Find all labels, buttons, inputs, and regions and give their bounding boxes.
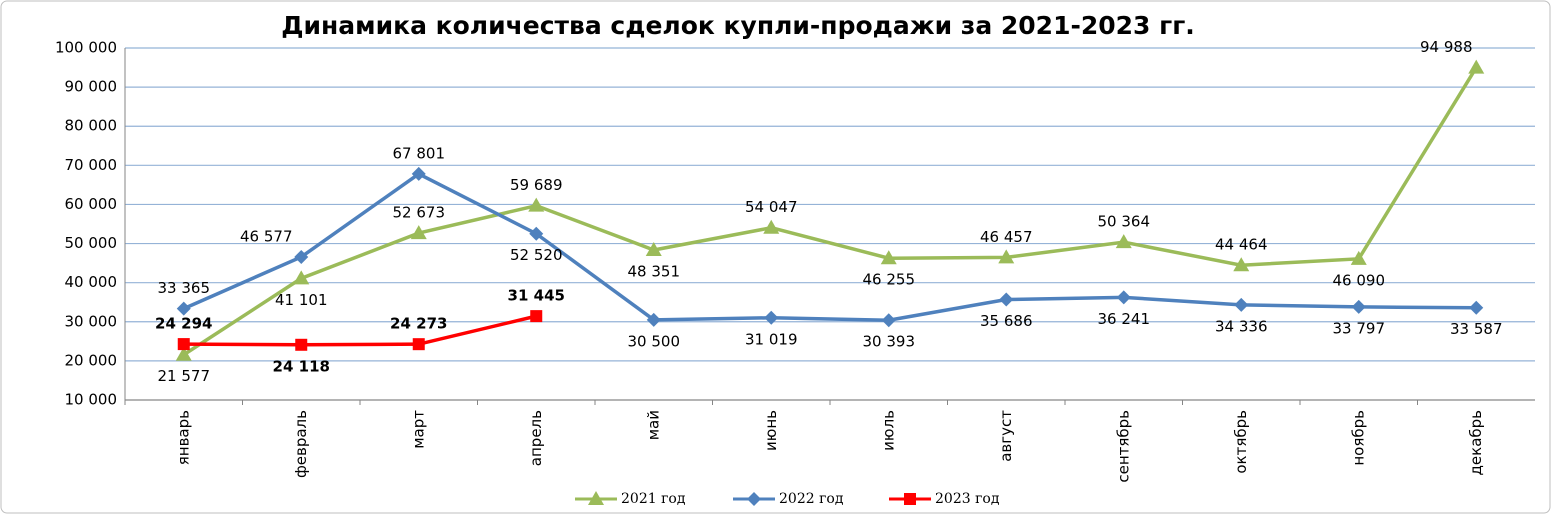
- marker: [880, 250, 897, 265]
- data-label: 24 118: [273, 357, 330, 375]
- data-label: 35 686: [980, 312, 1033, 330]
- marker: [410, 225, 427, 240]
- marker: [904, 493, 916, 505]
- data-label: 41 101: [275, 291, 328, 309]
- data-label: 36 241: [1098, 310, 1151, 328]
- chart-title: Динамика количества сделок купли-продажи…: [281, 11, 1195, 40]
- data-label: 46 457: [980, 228, 1033, 246]
- data-label: 46 255: [863, 271, 916, 289]
- data-label: 33 797: [1333, 319, 1386, 337]
- data-label: 52 520: [510, 246, 563, 264]
- data-label: 30 500: [628, 332, 681, 350]
- marker: [177, 338, 190, 351]
- legend-label: 2021 год: [621, 491, 686, 507]
- marker: [1350, 250, 1367, 265]
- series-line: [183, 171, 1477, 322]
- x-tick-label: июль: [879, 410, 897, 451]
- y-tick-label: 40 000: [65, 273, 118, 291]
- y-tick-label: 10 000: [65, 391, 118, 409]
- data-label: 94 988: [1420, 38, 1473, 56]
- y-tick-label: 60 000: [65, 195, 118, 213]
- marker: [1116, 290, 1131, 305]
- marker: [1469, 300, 1484, 315]
- x-tick-label: август: [997, 410, 1015, 462]
- x-tick-label: май: [644, 410, 662, 440]
- marker: [412, 338, 425, 351]
- marker: [528, 197, 545, 212]
- y-tick-label: 100 000: [55, 39, 117, 57]
- marker: [588, 491, 604, 505]
- y-tick-label: 30 000: [65, 312, 118, 330]
- marker: [747, 492, 761, 506]
- data-label: 48 351: [628, 263, 681, 281]
- x-tick-label: январь: [174, 410, 192, 465]
- marker: [1234, 297, 1249, 312]
- marker: [529, 226, 544, 241]
- y-tick-label: 90 000: [65, 78, 118, 96]
- marker: [646, 312, 661, 327]
- x-tick-label: октябрь: [1232, 410, 1250, 474]
- data-label: 30 393: [863, 333, 916, 351]
- marker: [999, 292, 1014, 307]
- data-label: 46 577: [240, 227, 293, 245]
- data-label: 46 090: [1333, 271, 1386, 289]
- data-label: 52 673: [393, 204, 446, 222]
- data-label: 31 019: [745, 330, 798, 348]
- x-tick-label: сентябрь: [1114, 410, 1132, 483]
- legend-label: 2022 год: [779, 491, 844, 507]
- marker: [175, 346, 192, 361]
- data-label: 34 336: [1215, 317, 1268, 335]
- data-label: 54 047: [745, 198, 798, 216]
- marker: [294, 249, 309, 264]
- marker: [295, 338, 308, 351]
- marker: [293, 270, 310, 285]
- series-line: [183, 314, 537, 347]
- marker: [998, 249, 1015, 264]
- marker: [645, 242, 662, 257]
- marker: [176, 301, 191, 316]
- marker: [881, 313, 896, 328]
- data-label: 33 365: [158, 279, 211, 297]
- data-label: 31 445: [508, 287, 565, 305]
- marker: [1115, 234, 1132, 249]
- data-label: 21 577: [158, 367, 211, 385]
- marker: [411, 166, 426, 181]
- legend-label: 2023 год: [935, 491, 1000, 507]
- marker: [764, 310, 779, 325]
- marker: [1468, 59, 1485, 74]
- marker: [763, 219, 780, 234]
- x-tick-label: июнь: [762, 410, 780, 451]
- data-label: 44 464: [1215, 236, 1268, 254]
- y-tick-label: 20 000: [65, 351, 118, 369]
- data-label: 59 689: [510, 176, 563, 194]
- y-tick-label: 50 000: [65, 234, 118, 252]
- x-tick-label: февраль: [292, 410, 310, 478]
- y-tick-label: 80 000: [65, 117, 118, 135]
- marker: [1351, 299, 1366, 314]
- x-tick-label: март: [409, 410, 427, 449]
- data-label: 33 587: [1450, 320, 1503, 338]
- x-tick-label: декабрь: [1467, 410, 1485, 475]
- marker: [530, 310, 543, 323]
- data-label: 67 801: [393, 144, 446, 162]
- x-tick-label: ноябрь: [1349, 410, 1367, 466]
- x-tick-label: апрель: [527, 410, 545, 466]
- data-label: 50 364: [1098, 213, 1151, 231]
- data-label: 24 273: [390, 315, 447, 333]
- data-label: 24 294: [155, 315, 212, 333]
- marker: [1233, 257, 1250, 272]
- y-tick-label: 70 000: [65, 156, 118, 174]
- series-line: [182, 66, 1478, 357]
